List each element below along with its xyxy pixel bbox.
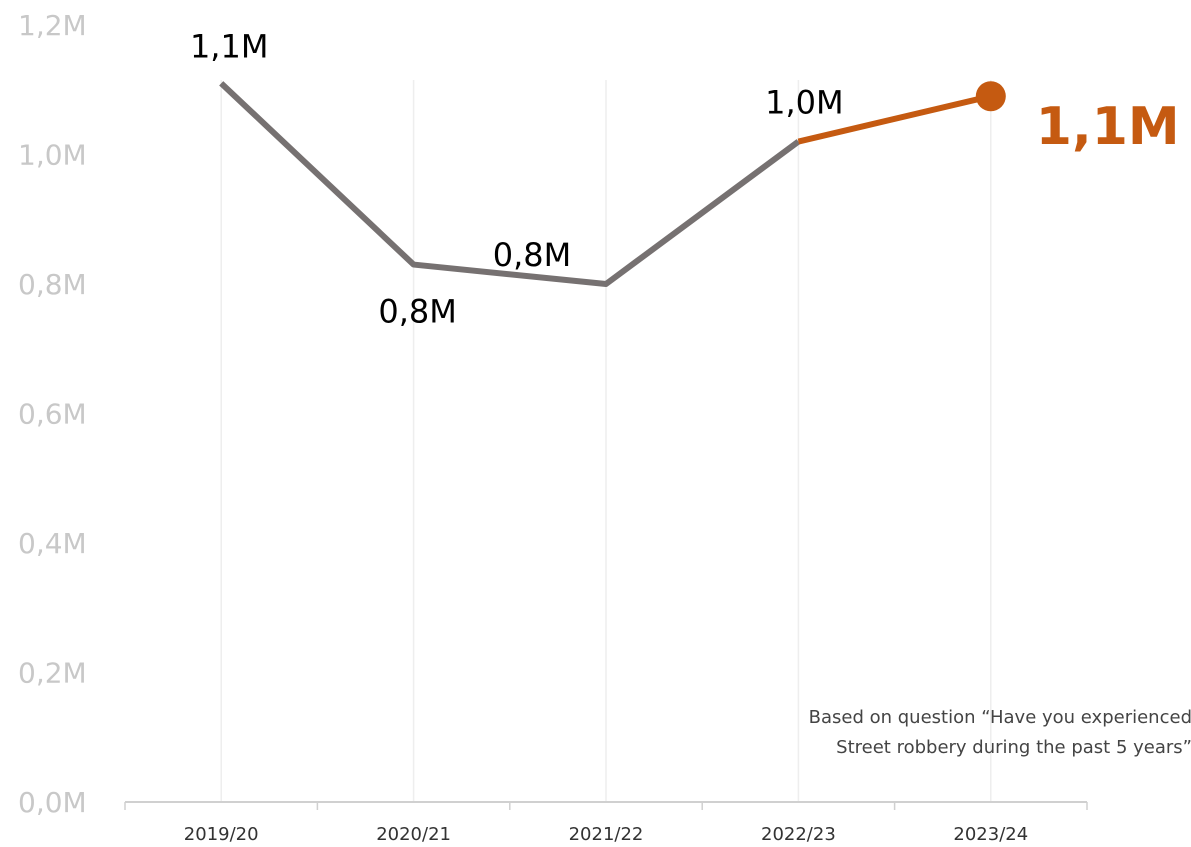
latest-value-label: 1,1M [1036, 97, 1180, 157]
x-tick-label: 2020/21 [376, 824, 451, 845]
y-axis: 0,0M 0,2M 0,4M 0,6M 0,8M 1,0M 1,2M [18, 9, 87, 819]
x-tick-label: 2022/23 [761, 824, 836, 845]
data-label: 0,8M [378, 293, 457, 331]
latest-point-marker [975, 81, 1006, 112]
series-line [219, 81, 1006, 287]
y-tick-label: 0,2M [18, 657, 87, 690]
annotation-line-1: Based on question “Have you experienced [809, 707, 1191, 728]
y-tick-label: 1,0M [18, 139, 87, 172]
x-tick-label: 2023/24 [953, 824, 1028, 845]
y-tick-label: 0,0M [18, 786, 87, 819]
y-tick-label: 0,6M [18, 398, 87, 431]
data-label: 1,1M [190, 27, 269, 65]
x-tick-label: 2019/20 [184, 824, 259, 845]
data-label: 0,8M [493, 236, 572, 274]
y-tick-label: 1,2M [18, 9, 87, 42]
vertical-gridlines [220, 80, 992, 802]
y-tick-label: 0,8M [18, 268, 87, 301]
annotation-line-2: Street robbery during the past 5 years” [836, 737, 1191, 758]
x-tick-label: 2021/22 [569, 824, 644, 845]
x-axis: 2019/20 2020/21 2021/22 2022/23 2023/24 [124, 801, 1088, 845]
series-line-main [219, 81, 801, 287]
series-line-latest [797, 93, 992, 145]
y-tick-label: 0,4M [18, 527, 87, 560]
data-label: 1,0M [765, 84, 844, 122]
data-labels: 1,1M 0,8M 0,8M 1,0M 1,1M [190, 27, 1180, 330]
